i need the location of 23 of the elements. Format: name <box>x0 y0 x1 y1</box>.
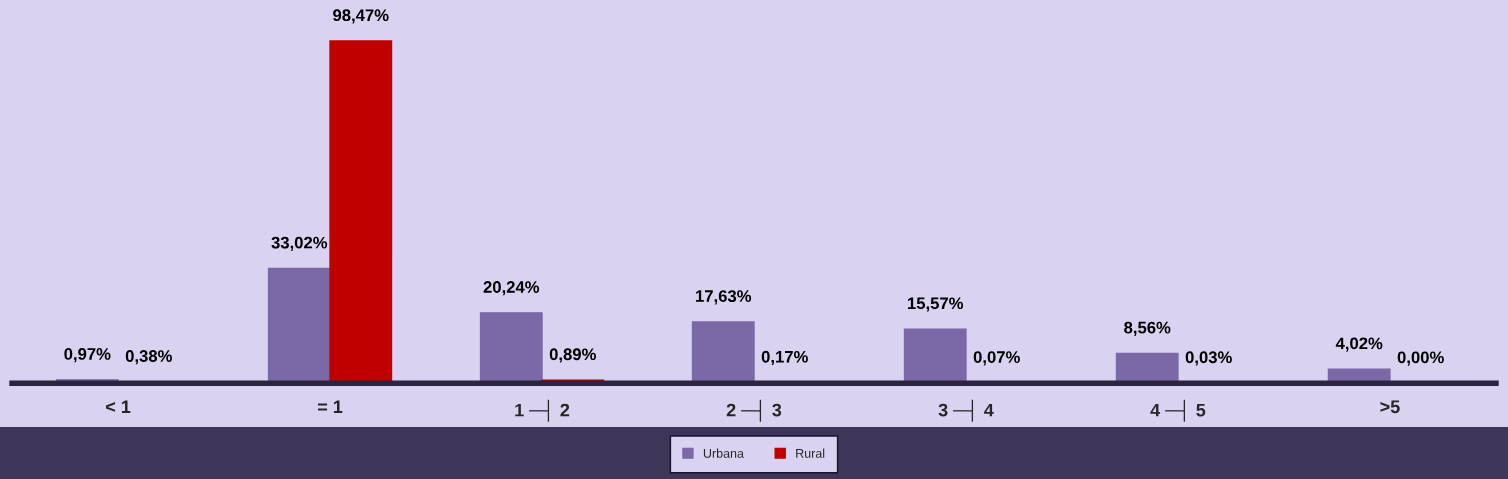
legend-label: Rural <box>796 448 825 458</box>
data-label: 0,03% <box>1185 351 1232 366</box>
data-label: 8,56% <box>1124 321 1171 336</box>
data-label: 98,47% <box>333 9 389 24</box>
data-label: 4,02% <box>1335 337 1383 352</box>
x-tick-label: >5 <box>1380 400 1400 414</box>
data-label: 0,17% <box>761 350 808 366</box>
data-label: 0,07% <box>973 351 1020 366</box>
data-label: 17,63% <box>696 290 752 305</box>
x-tick-label: 3 ─┤ 4 <box>938 399 994 422</box>
x-tick-label: 1 ─┤ 2 <box>515 399 570 422</box>
data-label: 20,24% <box>483 281 540 296</box>
data-label: 33,02% <box>271 236 328 251</box>
data-label: 0,38% <box>125 350 172 365</box>
data-label: 0,89% <box>549 348 596 363</box>
x-tick-label: < 1 <box>106 400 131 413</box>
x-tick-label: = 1 <box>317 400 343 413</box>
data-label: 0,97% <box>64 348 111 363</box>
x-tick-label: 4 ─┤ 5 <box>1150 399 1206 422</box>
data-label: 0,00% <box>1397 351 1444 366</box>
legend-label: Urbana <box>703 448 744 458</box>
x-tick-label: 2 ─┤ 3 <box>726 399 782 422</box>
data-label: 15,57% <box>908 297 964 312</box>
